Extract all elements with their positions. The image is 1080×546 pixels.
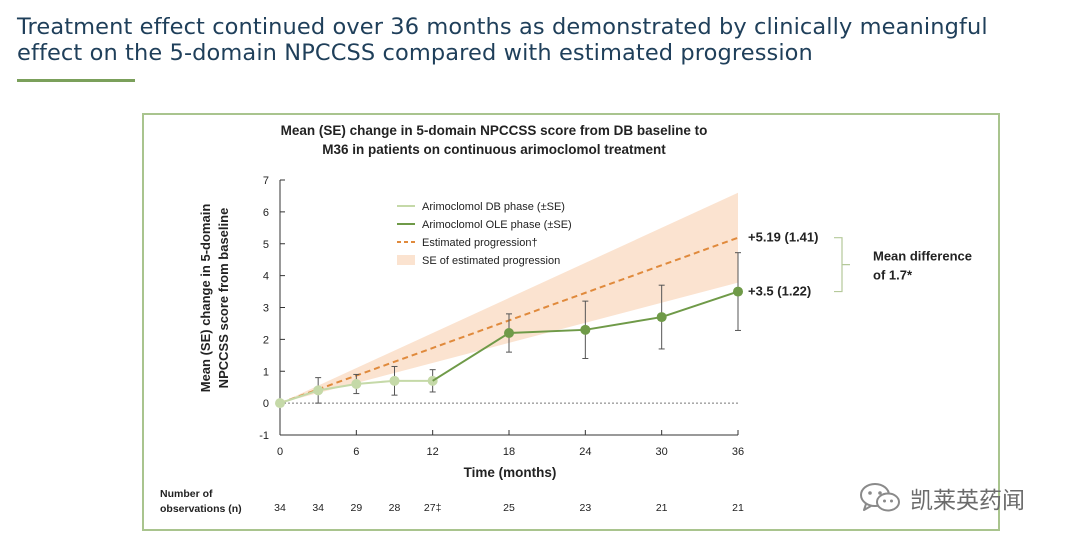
difference-label-line-1: Mean difference [873,249,972,264]
db-data-point [275,398,285,409]
watermark: 凯莱英药闻 [858,481,1025,515]
chart-panel: Mean (SE) change in 5-domain NPCCSS scor… [142,113,1000,531]
x-tick-label-12: 12 [427,446,439,458]
y-tick-label-5: 5 [263,239,269,251]
observations-label-line-1: Number of [160,488,213,500]
legend-label-db: Arimoclomol DB phase (±SE) [422,201,565,213]
legend-label-se-band: SE of estimated progression [422,255,560,267]
y-tick-label-7: 7 [263,175,269,187]
y-tick-label-3: 3 [263,303,269,315]
wechat-icon [860,483,900,512]
chart: Mean (SE) change in 5-domain NPCCSS scor… [160,123,972,515]
observation-count: 25 [503,502,515,514]
annotations: +5.19 (1.41) +3.5 (1.22) Mean difference of… [748,230,972,299]
x-tick-label-0: 0 [277,446,283,458]
difference-bracket [834,237,850,293]
ole-data-point [733,286,743,297]
progression-se-band [280,192,738,404]
legend-label-progression: Estimated progression† [422,237,538,249]
legend: Arimoclomol DB phase (±SE) Arimoclomol OL… [397,201,572,267]
y-tick-label-6: 6 [263,207,269,219]
x-tick-label-30: 30 [656,446,668,458]
observation-count: 29 [350,502,362,514]
y-tick-label-1: 1 [263,366,269,378]
ole-data-point [656,312,667,323]
difference-label-line-2: of 1.7* [873,268,913,283]
observation-count: 23 [579,502,591,514]
ole-data-point [580,324,591,335]
title-underline [17,79,135,82]
y-axis-title-line-1: Mean (SE) change in 5-domain [198,204,213,393]
observation-count: 34 [312,502,324,514]
chart-title-line-1: Mean (SE) change in 5-domain NPCCSS scor… [281,123,708,138]
x-tick-label-18: 18 [503,446,515,458]
db-data-point [351,379,362,389]
headline: Treatment effect continued over 36 month… [17,14,1077,66]
y-tick-label-2: 2 [263,334,269,346]
observation-count: 28 [389,502,401,514]
ole-data-point [504,328,514,338]
observations-label-line-2: observations (n) [160,503,242,515]
observation-count: 34 [274,502,286,514]
x-tick-label-36: 36 [732,446,744,458]
x-tick-label-24: 24 [579,446,591,458]
db-data-point [389,375,400,386]
observation-count: 27‡ [424,502,442,514]
y-axis-title-line-2: NPCCSS score from baseline [216,208,231,389]
x-tick-label-6: 6 [353,446,359,458]
y-tick-label-0: 0 [263,398,269,410]
x-axis-title: Time (months) [464,465,557,480]
watermark-text: 凯莱英药闻 [910,488,1025,514]
db-data-point [313,385,324,396]
headline-line-2: effect on the 5-domain NPCCSS compared w… [17,40,813,66]
y-tick-label--1: -1 [259,430,269,442]
observation-count: 21 [732,502,744,514]
treatment-value-label: +3.5 (1.22) [748,284,811,299]
legend-label-ole: Arimoclomol OLE phase (±SE) [422,219,572,231]
y-axis-title: Mean (SE) change in 5-domain NPCCSS scor… [198,204,231,393]
observation-count: 21 [656,502,668,514]
headline-line-1: Treatment effect continued over 36 month… [17,14,988,40]
chart-title-line-2: M36 in patients on continuous arimoclomo… [322,142,666,157]
y-tick-label-4: 4 [263,271,269,283]
observation-counts: 34 34 29 28 27‡ 25 23 21 21 [274,502,744,514]
legend-swatch-se-band [397,255,415,265]
progression-value-label: +5.19 (1.41) [748,230,818,245]
